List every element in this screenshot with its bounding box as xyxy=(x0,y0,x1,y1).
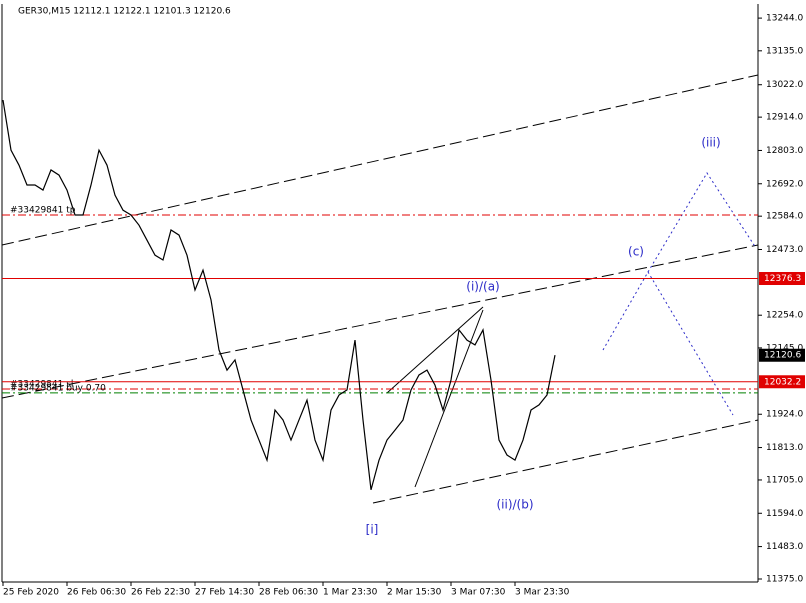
x-tick-label: 26 Feb 22:30 xyxy=(131,588,190,598)
y-tick-label: 12803.0 xyxy=(766,146,803,156)
y-tick-label: 12473.0 xyxy=(766,245,803,255)
y-tick-label: 13244.0 xyxy=(766,14,803,24)
y-tick-label: 11705.0 xyxy=(766,475,803,485)
y-tick-label: 13022.0 xyxy=(766,80,803,90)
y-tick-label: 11813.0 xyxy=(766,443,803,453)
wedge-line xyxy=(386,306,484,394)
x-tick-label: 3 Mar 23:30 xyxy=(515,588,570,598)
trend-lines xyxy=(1,74,759,504)
x-tick-label: 25 Feb 2020 xyxy=(3,588,59,598)
price-tag xyxy=(759,375,805,389)
y-tick-label: 12254.0 xyxy=(766,311,803,321)
wave-label: (c) xyxy=(628,245,644,259)
x-tick-label: 27 Feb 14:30 xyxy=(195,588,254,598)
x-tick-label: 2 Mar 15:30 xyxy=(387,588,442,598)
price-tag-label: 12120.6 xyxy=(764,351,801,361)
x-tick-label: 1 Mar 23:30 xyxy=(323,588,378,598)
order-label: #33429841 sl xyxy=(10,380,73,390)
y-tick-label: 12692.0 xyxy=(766,179,803,189)
price-tag xyxy=(759,348,805,362)
wave-label: (ii)/(b) xyxy=(496,498,533,512)
wave-label: (i)/(a) xyxy=(466,280,499,294)
y-tick-label: 13135.0 xyxy=(766,46,803,56)
x-tick-label: 3 Mar 07:30 xyxy=(451,588,506,598)
price-tag-label: 12032.2 xyxy=(764,377,801,387)
x-tick-label: 28 Feb 06:30 xyxy=(259,588,318,598)
y-tick-label: 11594.0 xyxy=(766,509,803,519)
chart-title: GER30,M15 12112.1 12122.1 12101.3 12120.… xyxy=(18,7,231,17)
x-tick-label: 26 Feb 06:30 xyxy=(67,588,126,598)
channel-line xyxy=(1,74,759,246)
channel-line xyxy=(372,419,759,504)
wave-label: (iii) xyxy=(701,136,720,150)
channel-line xyxy=(1,244,759,399)
y-tick-label: 12584.0 xyxy=(766,212,803,222)
projection-line xyxy=(647,172,757,273)
price-tag xyxy=(759,272,805,286)
y-tick-label: 11375.0 xyxy=(766,574,803,584)
y-tick-label: 12145.0 xyxy=(766,343,803,353)
order-label: #33429841 buy 0.70 xyxy=(10,383,106,393)
y-tick-label: 12914.0 xyxy=(766,113,803,123)
projection xyxy=(602,172,757,416)
y-tick-label: 11924.0 xyxy=(766,410,803,420)
wedge-line xyxy=(414,309,484,488)
price-tag-label: 12376.3 xyxy=(764,274,801,284)
y-tick-label: 11483.0 xyxy=(766,542,803,552)
price-line xyxy=(2,99,556,491)
wave-label: [i] xyxy=(366,523,379,537)
order-label: #33429841 tp xyxy=(10,205,76,215)
